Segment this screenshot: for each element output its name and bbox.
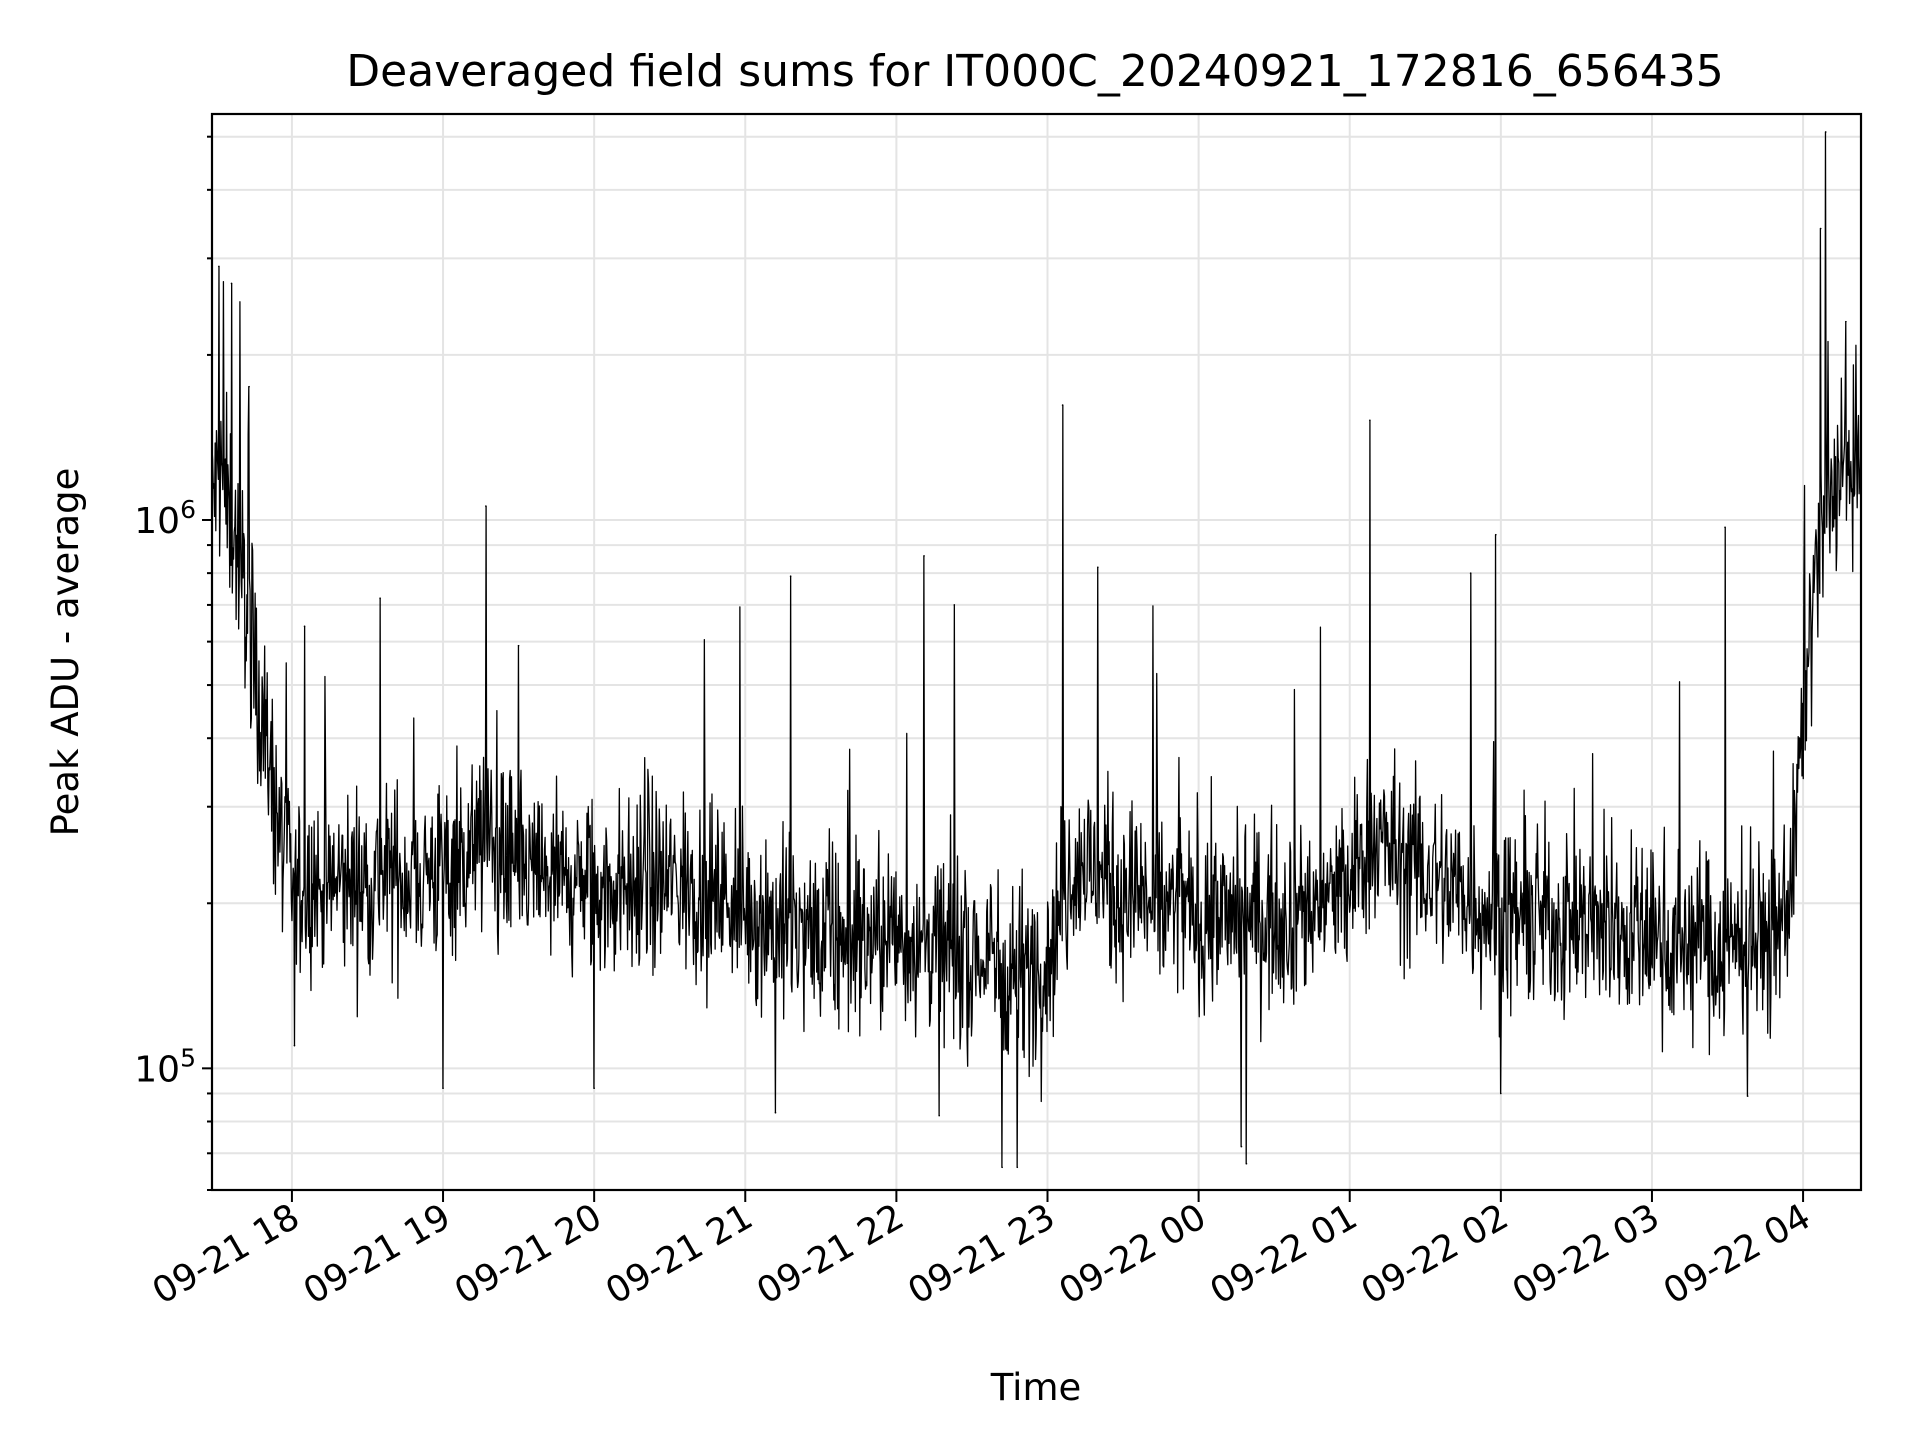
- data-point: [248, 385, 250, 388]
- data-point: [1819, 227, 1822, 230]
- data-point: [379, 597, 381, 600]
- data-point: [485, 505, 487, 507]
- data-point: [303, 625, 306, 628]
- data-point: [1097, 566, 1099, 569]
- data-point: [1001, 1166, 1003, 1169]
- y-tick-label: 106: [134, 495, 196, 542]
- grid: [212, 114, 1861, 1191]
- data-point: [1500, 1092, 1502, 1095]
- data-point: [593, 1087, 595, 1090]
- data-point: [1245, 1162, 1248, 1165]
- data-point: [517, 644, 520, 647]
- y-axis-label: Peak ADU - average: [44, 468, 87, 837]
- data-point: [1240, 1145, 1243, 1148]
- data-point: [1061, 404, 1064, 406]
- data-point: [774, 1111, 777, 1114]
- data-point: [293, 1044, 296, 1047]
- y-axis: 105 106: [134, 135, 212, 1191]
- data-point: [953, 604, 956, 606]
- x-axis-label: Time: [990, 1366, 1082, 1409]
- data-point: [923, 555, 925, 557]
- data-point: [789, 575, 792, 577]
- data-point: [1469, 572, 1472, 574]
- data-point: [1724, 526, 1726, 529]
- data-point: [230, 282, 233, 285]
- plot-frame: [210, 112, 1863, 1192]
- data-point: [938, 1114, 940, 1117]
- data-point: [1845, 320, 1847, 323]
- data-point: [1369, 419, 1371, 422]
- data-point: [1824, 131, 1827, 133]
- data-point: [218, 265, 220, 268]
- y-tick-label: 105: [134, 1043, 196, 1090]
- series-line: [211, 131, 1862, 1168]
- data-point: [1016, 1166, 1019, 1169]
- chart-title: Deaveraged field sums for IT000C_2024092…: [346, 46, 1723, 97]
- data-point: [1495, 533, 1497, 536]
- line-series: [211, 131, 1862, 1169]
- data-point: [1746, 1095, 1749, 1097]
- data-point: [442, 1087, 444, 1090]
